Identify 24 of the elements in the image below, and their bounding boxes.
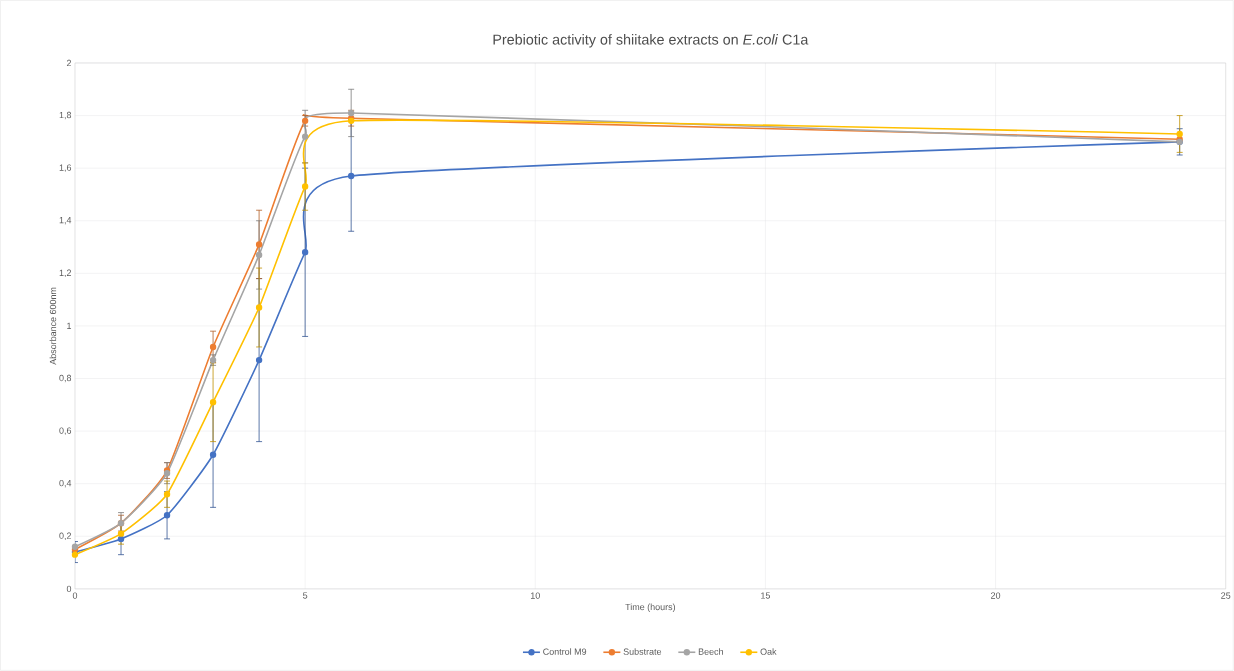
- y-tick-label: 1: [67, 322, 72, 330]
- y-axis-title: Absorbance 600nm: [49, 287, 57, 365]
- chart-title: Prebiotic activity of shiitake extracts on E.coli C1a: [493, 34, 809, 48]
- x-tick-label: 25: [1221, 592, 1231, 599]
- y-tick-label: 0,6: [59, 427, 72, 435]
- x-tick-label: 20: [991, 592, 1001, 599]
- y-tick-label: 1,6: [59, 164, 72, 172]
- y-tick-label: 1,8: [59, 111, 72, 120]
- y-tick-label: 2: [66, 59, 72, 67]
- x-tick-label: 10: [530, 592, 540, 599]
- x-tick-label: 0: [72, 592, 78, 599]
- legend-label: Control M9: [543, 648, 587, 655]
- legend-label: Oak: [760, 648, 777, 655]
- legend-label: Beech: [698, 648, 723, 655]
- y-tick-label: 0,4: [59, 480, 72, 488]
- y-tick-label: 1,4: [59, 217, 72, 225]
- legend-label: Substrate: [623, 648, 662, 655]
- y-tick-label: 0,2: [59, 532, 72, 541]
- x-tick-label: 5: [303, 592, 308, 599]
- y-tick-label: 1,2: [59, 269, 72, 278]
- x-axis-title: Time (hours): [625, 603, 676, 612]
- y-tick-label: 0: [66, 585, 72, 593]
- x-tick-label: 15: [761, 592, 771, 599]
- y-tick-label: 0,8: [59, 374, 72, 383]
